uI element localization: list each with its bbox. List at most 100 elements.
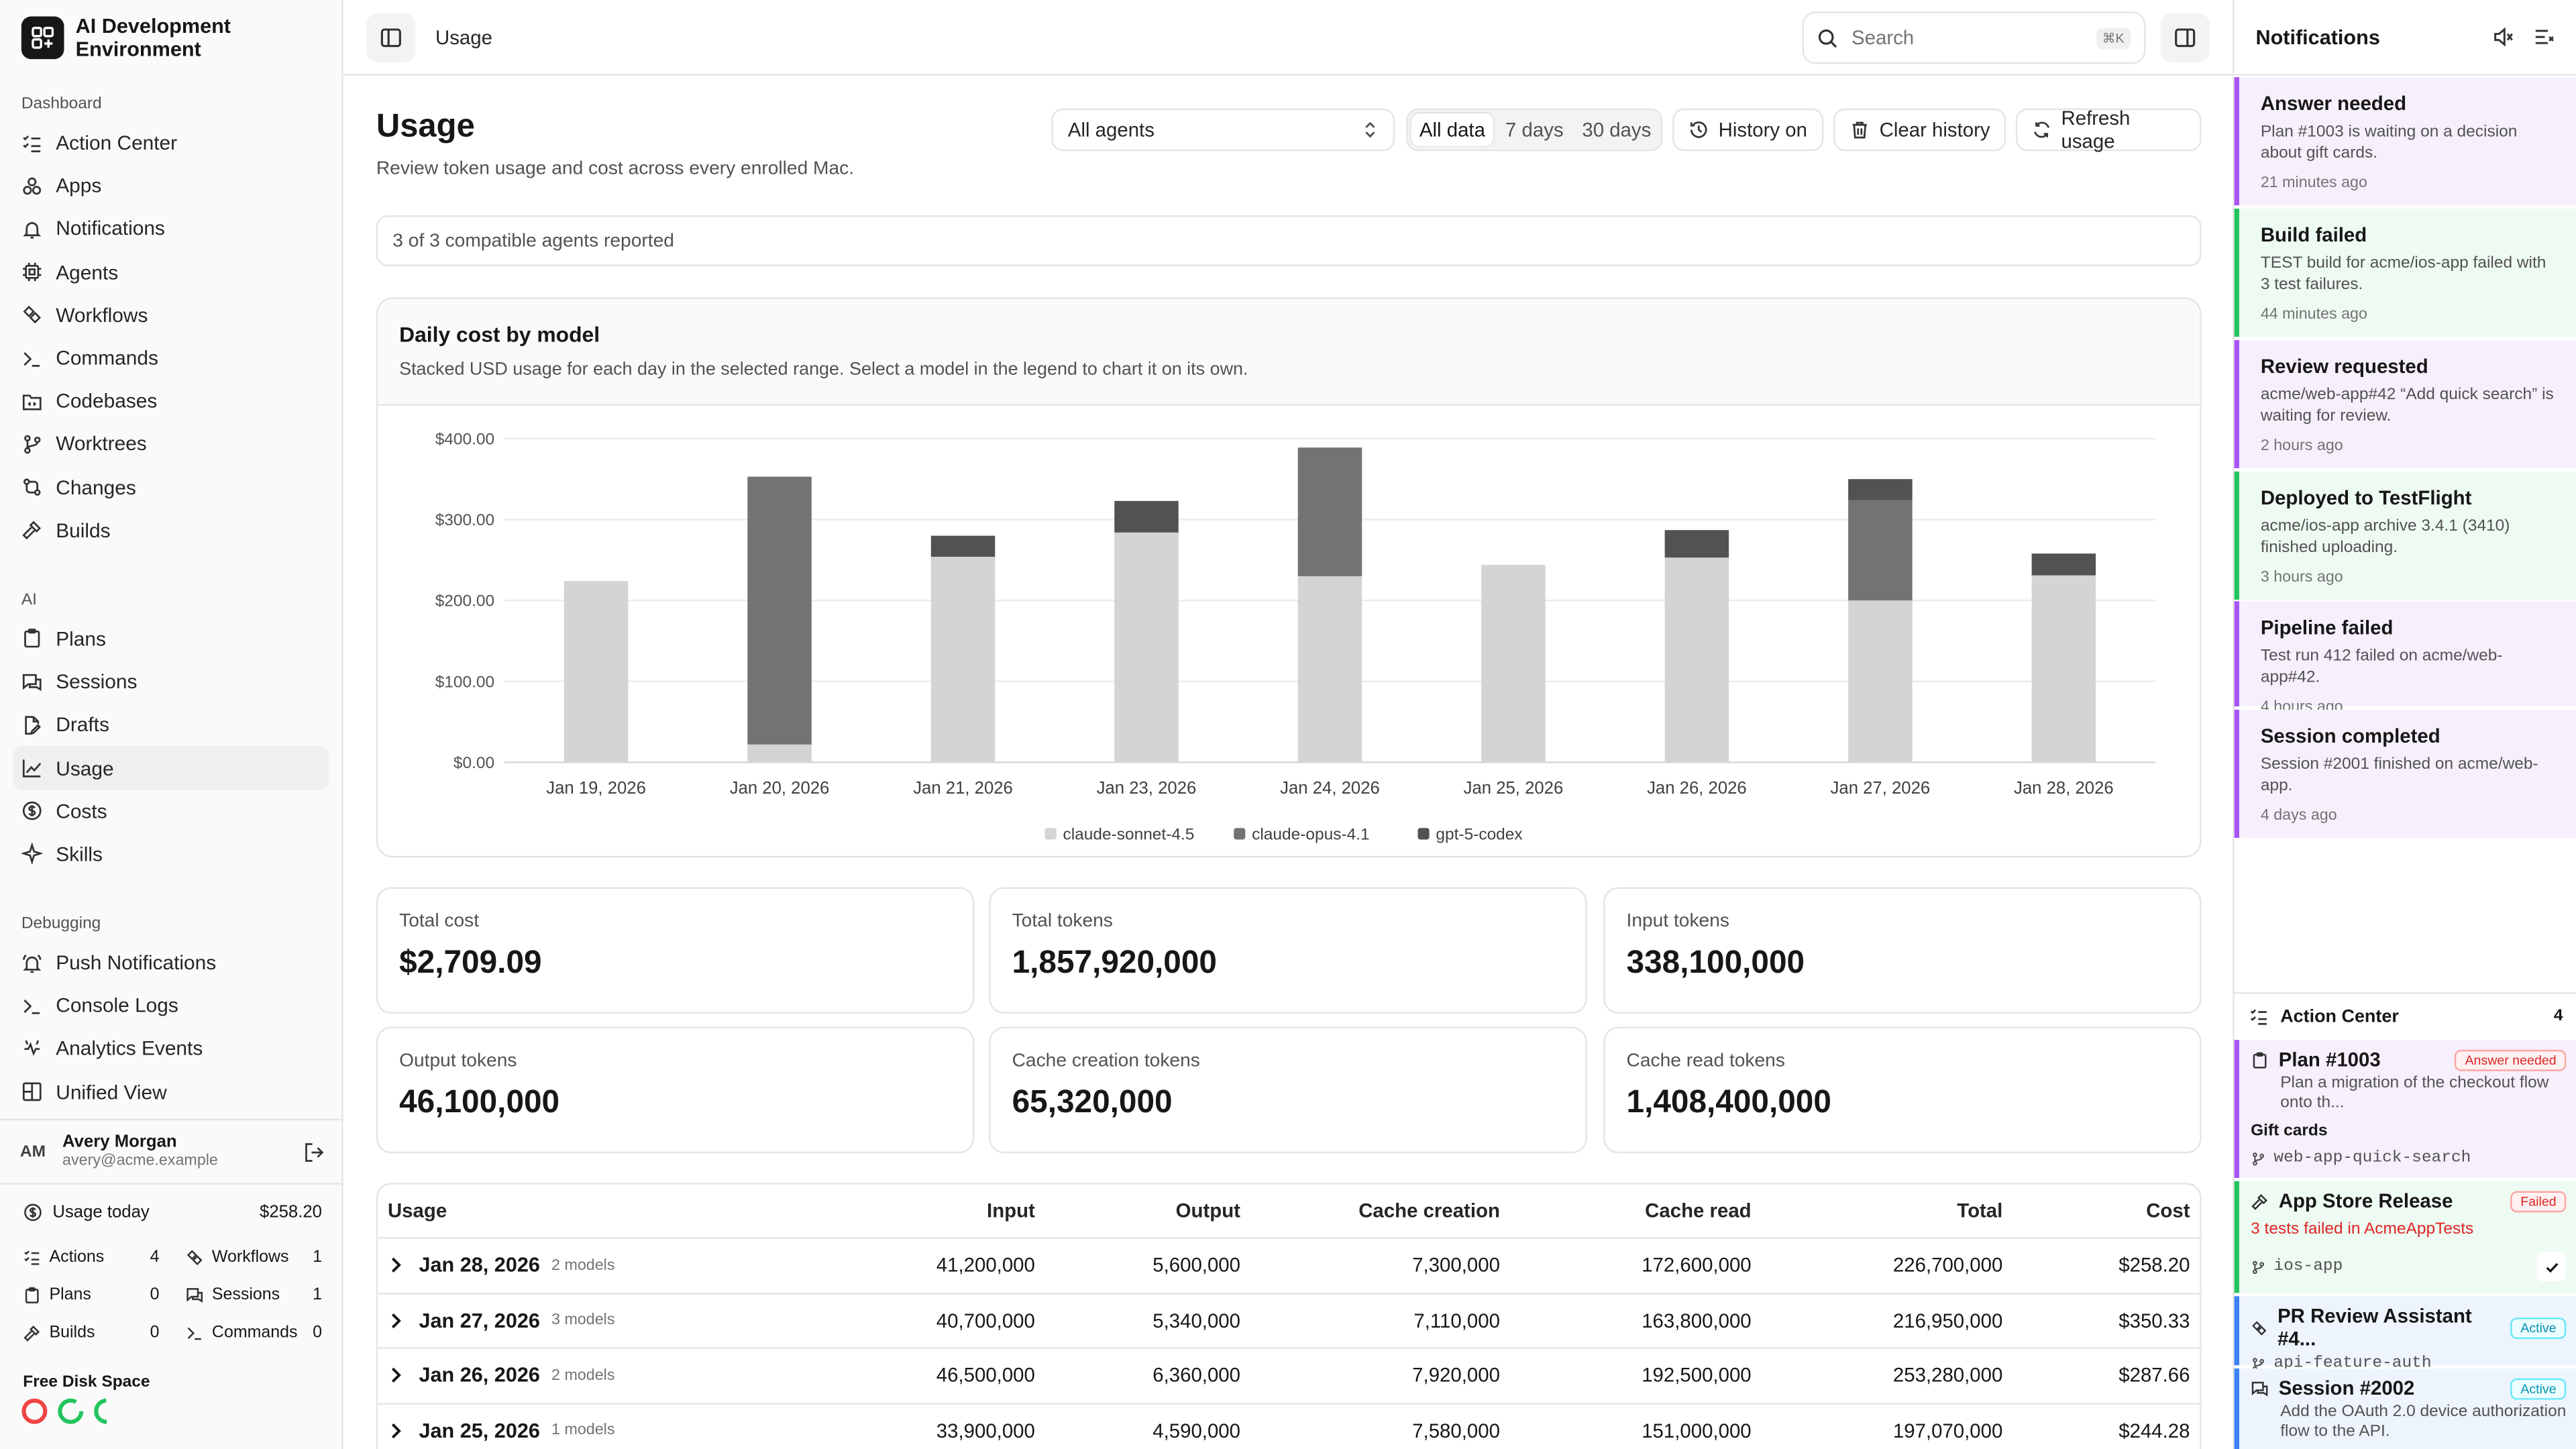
stat-actions[interactable]: Actions 4 xyxy=(23,1245,160,1268)
stat-card-label: Input tokens xyxy=(1626,912,1729,932)
search-input[interactable]: Search ⌘K xyxy=(1802,11,2146,64)
stat-commands[interactable]: Commands 0 xyxy=(186,1321,322,1344)
row-cache-creation: 7,110,000 xyxy=(1413,1309,1500,1332)
workflow-icon xyxy=(186,1249,203,1265)
sidebar-item-analytics-events[interactable]: Analytics Events xyxy=(13,1028,329,1071)
sidebar-item-sessions[interactable]: Sessions xyxy=(13,661,329,704)
sidebar-item-action-center[interactable]: Action Center xyxy=(13,121,329,164)
notification-title: Session completed xyxy=(2260,724,2440,748)
row-date: Jan 26, 2026 xyxy=(419,1364,540,1387)
mark-done-button[interactable] xyxy=(2536,1252,2567,1282)
stat-plans[interactable]: Plans 0 xyxy=(23,1283,160,1306)
row-output: 6,360,000 xyxy=(1152,1364,1240,1387)
table-row[interactable]: Jan 27, 2026 3 models 40,700,000 5,340,0… xyxy=(378,1294,2200,1349)
stat-builds[interactable]: Builds 0 xyxy=(23,1321,160,1344)
legend-label[interactable]: claude-sonnet-4.5 xyxy=(1063,825,1195,843)
table-row[interactable]: Jan 25, 2026 1 models 33,900,000 4,590,0… xyxy=(378,1404,2200,1449)
chevron-right-icon[interactable] xyxy=(388,1366,404,1385)
legend-label[interactable]: claude-opus-4.1 xyxy=(1252,825,1369,843)
sidebar-item-codebases[interactable]: Codebases xyxy=(13,380,329,423)
table-row[interactable]: Jan 26, 2026 2 models 46,500,000 6,360,0… xyxy=(378,1349,2200,1404)
action-item[interactable]: Session #2002 Active Add the OAuth 2.0 d… xyxy=(2234,1368,2576,1449)
action-item[interactable]: PR Review Assistant #4... Active api-fea… xyxy=(2234,1296,2576,1373)
sidebar-item-workflows[interactable]: Workflows xyxy=(13,294,329,337)
sidebar-item-changes[interactable]: Changes xyxy=(13,466,329,508)
notification-item[interactable]: Session completed Session #2001 finished… xyxy=(2234,709,2576,838)
notification-item[interactable]: Answer needed Plan #1003 is waiting on a… xyxy=(2234,77,2576,206)
git-branch-icon xyxy=(2252,1152,2265,1166)
stat-label: Sessions xyxy=(211,1285,280,1304)
row-input: 46,500,000 xyxy=(936,1364,1035,1387)
row-models: 2 models xyxy=(551,1256,615,1275)
notification-title: Build failed xyxy=(2260,223,2367,247)
range-7-days[interactable]: 7 days xyxy=(1505,118,1564,142)
history-button[interactable]: History on xyxy=(1672,108,1824,152)
sidebar-item-costs[interactable]: Costs xyxy=(13,790,329,833)
sidebar-item-skills[interactable]: Skills xyxy=(13,833,329,875)
sidebar-item-label: Skills xyxy=(56,843,103,866)
action-item-header: PR Review Assistant #4... Active xyxy=(2251,1305,2567,1350)
sidebar-item-notifications[interactable]: Notifications xyxy=(13,207,329,250)
agent-select[interactable]: All agents xyxy=(1051,108,1395,152)
sidebar-item-drafts[interactable]: Drafts xyxy=(13,704,329,747)
search-shortcut: ⌘K xyxy=(2096,27,2131,49)
panel-right-icon xyxy=(2175,28,2196,48)
clear-history-button[interactable]: Clear history xyxy=(1833,108,2007,152)
logout-icon[interactable] xyxy=(304,1141,325,1163)
folder-code-icon xyxy=(22,394,42,410)
refresh-usage-button[interactable]: Refresh usage xyxy=(2015,107,2202,153)
notification-item[interactable]: Build failed TEST build for acme/ios-app… xyxy=(2234,209,2576,337)
sidebar-item-plans[interactable]: Plans xyxy=(13,618,329,661)
stat-sessions[interactable]: Sessions 1 xyxy=(186,1283,322,1306)
sidebar-item-agents[interactable]: Agents xyxy=(13,251,329,294)
notification-time: 4 days ago xyxy=(2260,806,2337,825)
sidebar-item-label: Push Notifications xyxy=(56,951,217,975)
row-cache-creation: 7,920,000 xyxy=(1412,1364,1500,1387)
list-check-icon xyxy=(23,134,41,152)
chevron-right-icon[interactable] xyxy=(388,1421,404,1440)
action-item[interactable]: App Store Release Failed 3 tests failed … xyxy=(2234,1181,2576,1293)
notification-item[interactable]: Pipeline failed Test run 412 failed on a… xyxy=(2234,601,2576,716)
sidebar-item-worktrees[interactable]: Worktrees xyxy=(13,423,329,466)
stat-value: 1 xyxy=(313,1285,323,1304)
action-item[interactable]: Plan #1003 Answer needed Plan a migratio… xyxy=(2234,1040,2576,1178)
usage-today-value: $258.20 xyxy=(260,1202,323,1223)
stat-card-cache-creation-tokens: Cache creation tokens 65,320,000 xyxy=(989,1026,1587,1154)
bell-ring-icon xyxy=(22,953,42,973)
col-input: Input xyxy=(987,1199,1035,1223)
chevron-right-icon[interactable] xyxy=(388,1311,404,1330)
user-email: avery@acme.example xyxy=(62,1151,218,1170)
page-title: Usage xyxy=(376,108,475,145)
sidebar-item-label: Console Logs xyxy=(56,994,178,1018)
sidebar-item-apps[interactable]: Apps xyxy=(13,164,329,207)
brand[interactable]: AI Development Environment xyxy=(0,0,341,76)
clear-history-label: Clear history xyxy=(1879,118,1990,142)
chat-icon xyxy=(186,1287,203,1302)
toggle-panel-button[interactable] xyxy=(2160,13,2210,63)
notification-time: 21 minutes ago xyxy=(2260,174,2367,193)
user-row[interactable]: AM Avery Morgan avery@acme.example xyxy=(0,1118,342,1185)
table-row[interactable]: Jan 28, 2026 2 models 41,200,000 5,600,0… xyxy=(378,1239,2200,1294)
toggle-sidebar-button[interactable] xyxy=(366,12,416,62)
stat-workflows[interactable]: Workflows 1 xyxy=(186,1245,322,1268)
action-center-header[interactable]: Action Center 4 xyxy=(2234,992,2576,1038)
sidebar-item-usage[interactable]: Usage xyxy=(13,746,329,790)
notification-item[interactable]: Deployed to TestFlight acme/ios-app arch… xyxy=(2234,471,2576,600)
agents-reported-status: 3 of 3 compatible agents reported xyxy=(376,215,2202,266)
notification-item[interactable]: Review requested acme/web-app#42 “Add qu… xyxy=(2234,339,2576,468)
chevron-right-icon[interactable] xyxy=(388,1256,404,1275)
legend-swatch xyxy=(1417,828,1430,840)
sidebar-item-builds[interactable]: Builds xyxy=(13,508,329,551)
sidebar-item-push-notifications[interactable]: Push Notifications xyxy=(13,941,329,984)
mute-icon[interactable] xyxy=(2492,26,2514,48)
clear-all-icon[interactable] xyxy=(2533,26,2555,48)
sidebar-item-unified-view[interactable]: Unified View xyxy=(13,1071,329,1114)
legend-label[interactable]: gpt-5-codex xyxy=(1436,825,1522,843)
range-30-days[interactable]: 30 days xyxy=(1582,118,1652,142)
layout-grid-icon xyxy=(22,1082,42,1102)
sidebar-item-commands[interactable]: Commands xyxy=(13,337,329,380)
sidebar-item-console-logs[interactable]: Console Logs xyxy=(13,984,329,1027)
activity-icon xyxy=(24,1040,40,1056)
range-all-data[interactable]: All data xyxy=(1411,113,1494,146)
row-total: 226,700,000 xyxy=(1892,1254,2003,1277)
